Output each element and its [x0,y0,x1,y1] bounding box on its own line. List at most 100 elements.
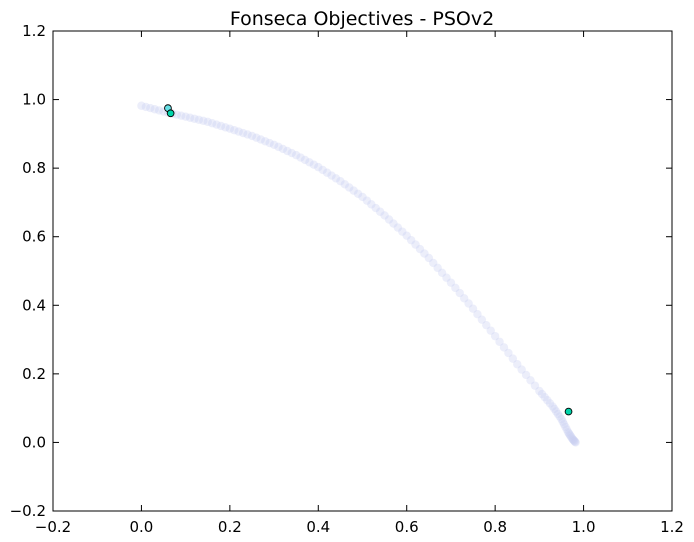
front-point [207,119,217,128]
front-point [336,176,345,186]
front-point [141,102,151,112]
front-point [137,101,146,110]
front-point [468,304,478,313]
front-point [567,433,576,442]
front-point [420,249,429,258]
front-point [565,430,575,440]
front-point [278,144,288,154]
front-point [521,370,531,380]
front-point [548,402,557,411]
front-point [477,315,487,324]
front-point [371,203,380,213]
front-point [380,211,389,220]
front-point [429,258,438,268]
front-point [411,240,420,249]
solution-points-layer [164,104,573,416]
front-point [526,376,535,385]
plot-frame [52,30,673,512]
front-point [553,409,563,419]
y-tick-label: 0.8 [22,159,46,177]
x-tick-label: −0.2 [35,518,71,536]
solution-point [564,407,573,416]
x-tick-label: 0.0 [129,518,153,536]
front-point [309,160,319,169]
front-point [340,180,350,189]
front-point [234,127,243,136]
front-point [393,223,403,232]
pareto-front-layer [137,101,580,447]
front-point [384,215,394,224]
front-point [353,189,363,198]
front-point [243,130,252,139]
front-point [247,131,257,141]
front-point [296,153,305,162]
front-point [571,438,580,447]
x-tick-label: 0.4 [306,518,330,536]
front-point [459,294,469,303]
front-point [540,392,549,402]
front-point [557,414,566,424]
front-point [504,348,513,358]
y-tick-label: 1.2 [22,22,46,40]
front-point [362,196,372,205]
solution-point [166,109,175,118]
front-point [322,168,332,177]
front-point [389,219,398,228]
front-point [568,434,577,444]
front-point [550,404,559,414]
front-point [327,171,336,180]
front-point [216,121,226,131]
front-point [225,124,235,133]
front-point [561,422,570,432]
front-point [256,135,266,144]
front-point [230,125,239,135]
front-point [265,138,274,148]
front-point [274,142,283,152]
x-axis-tick-labels: −0.2 0.0 0.2 0.4 0.6 0.8 1.0 1.2 [35,518,684,536]
front-point [349,186,358,195]
y-tick-label: 0.4 [22,296,46,314]
front-point [563,427,573,437]
front-point [331,174,341,183]
front-point [490,331,500,341]
front-point [559,420,569,429]
front-point [314,162,323,172]
front-point [146,103,155,113]
front-point [172,110,181,119]
front-point [508,354,518,363]
front-point [402,231,411,240]
front-point [558,417,567,426]
front-point [291,150,301,160]
front-point [564,429,574,438]
y-tick-label: 1.0 [22,91,46,109]
front-point [221,123,230,132]
y-tick-label: 0.2 [22,365,46,383]
front-point [212,120,221,129]
front-point [537,389,547,399]
axis-ticks [52,30,673,512]
front-point [252,133,261,142]
y-tick-label: −0.2 [10,502,46,520]
front-point [551,407,561,416]
front-point [283,146,292,156]
front-point [177,111,186,120]
front-point [181,112,190,121]
x-tick-label: 1.2 [660,518,684,536]
front-point [499,343,509,352]
front-point [194,115,204,125]
front-point [570,436,579,446]
front-point [185,113,195,122]
y-tick-label: 0.6 [22,228,46,246]
x-tick-label: 1.0 [572,518,596,536]
front-point [287,148,296,158]
front-point [464,299,473,308]
front-point [437,268,447,277]
y-axis-tick-labels: −0.2 0.0 0.2 0.4 0.6 0.8 1.0 1.2 [10,22,46,520]
front-point [530,381,540,390]
front-point [406,235,416,245]
front-point [199,116,208,126]
front-point [486,326,495,335]
front-point [345,183,354,192]
front-point [455,288,464,298]
